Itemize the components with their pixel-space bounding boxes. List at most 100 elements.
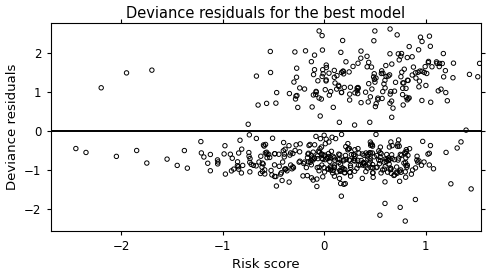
Point (369, 165, 377, 170)
Point (309, 93, 317, 97)
Point (439, 51, 447, 56)
Point (330, 165, 338, 169)
Point (267, 70, 274, 75)
Point (342, 60, 350, 64)
Point (346, 170, 354, 175)
Point (197, 151, 205, 155)
Point (386, 168, 394, 172)
Point (337, 50, 345, 55)
Point (341, 181, 349, 186)
Point (413, 158, 421, 162)
Point (300, 160, 308, 164)
Point (416, 35, 424, 39)
Point (306, 142, 314, 147)
Point (307, 176, 315, 180)
Point (314, 157, 322, 161)
Point (369, 162, 377, 167)
Point (330, 156, 338, 160)
Point (450, 61, 458, 65)
Point (305, 143, 313, 148)
Point (425, 151, 433, 155)
Point (238, 171, 246, 175)
Point (238, 147, 246, 151)
Point (388, 115, 396, 119)
Point (346, 92, 354, 96)
Point (359, 163, 367, 167)
Point (393, 165, 401, 169)
Point (378, 96, 386, 101)
Point (351, 148, 359, 152)
Point (397, 75, 405, 79)
Point (318, 34, 326, 38)
Point (258, 165, 266, 169)
Point (337, 194, 345, 198)
Point (221, 143, 229, 148)
Point (346, 146, 354, 151)
Point (391, 173, 399, 177)
Point (366, 140, 374, 144)
Point (306, 160, 314, 165)
Point (326, 159, 334, 164)
Point (204, 161, 212, 165)
Point (252, 164, 260, 168)
Point (382, 63, 390, 68)
Point (383, 157, 391, 161)
Point (418, 39, 426, 44)
Point (340, 158, 348, 162)
Point (206, 168, 214, 173)
Point (400, 67, 408, 71)
Point (246, 157, 254, 161)
Point (386, 52, 394, 56)
Point (320, 153, 327, 158)
Point (340, 72, 348, 76)
Point (362, 90, 370, 94)
Point (372, 165, 380, 170)
Point (336, 157, 344, 161)
Point (403, 55, 411, 60)
Point (289, 165, 297, 169)
Point (409, 168, 416, 172)
Point (372, 132, 380, 137)
Point (289, 151, 297, 156)
Point (330, 163, 338, 167)
Point (373, 165, 381, 169)
Point (341, 167, 349, 172)
Point (385, 162, 393, 166)
Point (277, 171, 285, 175)
Point (389, 106, 397, 110)
Point (312, 89, 320, 94)
Point (381, 165, 389, 169)
Point (304, 152, 312, 156)
Point (260, 144, 268, 148)
Point (123, 71, 131, 75)
Point (377, 171, 385, 175)
Point (234, 160, 242, 164)
Point (335, 176, 343, 181)
Point (425, 163, 433, 167)
Point (351, 154, 359, 158)
Point (275, 164, 283, 168)
Point (408, 172, 415, 176)
Point (402, 175, 409, 179)
Point (255, 160, 263, 164)
Point (375, 158, 382, 162)
Point (386, 92, 394, 96)
Point (294, 105, 301, 110)
Point (319, 175, 327, 179)
Point (72, 146, 80, 151)
Point (438, 61, 446, 66)
Point (386, 27, 394, 31)
Point (323, 65, 330, 70)
Point (371, 80, 379, 84)
Point (422, 83, 430, 88)
Point (308, 156, 316, 160)
Point (383, 152, 391, 157)
Point (308, 105, 316, 109)
Point (321, 170, 328, 174)
Point (377, 151, 385, 156)
Point (409, 65, 417, 69)
Point (377, 145, 384, 149)
Point (320, 165, 328, 170)
Point (267, 168, 275, 173)
Point (332, 136, 340, 141)
